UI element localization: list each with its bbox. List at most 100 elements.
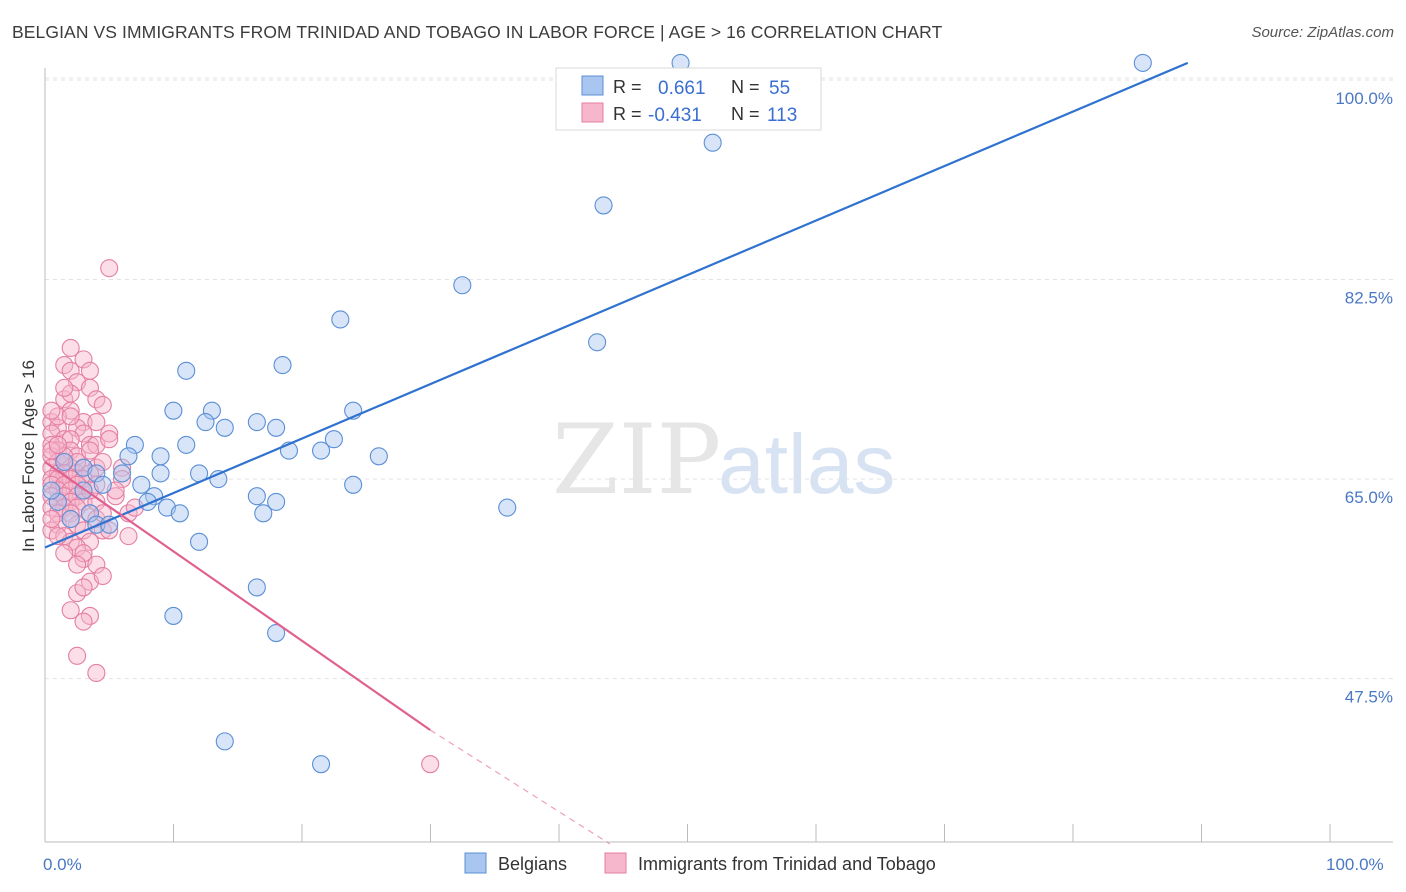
- y-tick-labels: 100.0% 82.5% 65.0% 47.5%: [1335, 89, 1393, 707]
- belgian-point-18: [125, 435, 144, 454]
- belgian-point-9: [202, 401, 221, 420]
- belgian-point-50: [164, 606, 183, 625]
- trinidad-point-91: [93, 452, 112, 472]
- legend-r-label-trinidad: R =: [613, 104, 642, 124]
- trinidad-point-54: [106, 487, 125, 506]
- trinidad-point-90: [100, 430, 119, 449]
- belgian-point-47: [498, 498, 517, 517]
- trinidad-trend-line: [44, 461, 431, 731]
- series-legend-swatch-belgians: [464, 852, 487, 874]
- trinidad-point-85: [87, 663, 106, 683]
- y-tick-label-3: 47.5%: [1345, 688, 1393, 707]
- belgian-point-54: [42, 481, 61, 500]
- trend-lines: [44, 61, 1189, 845]
- belgian-point-51: [267, 623, 286, 643]
- belgian-point-38: [48, 492, 67, 511]
- trinidad-point-103: [68, 555, 87, 574]
- belgian-point-5: [331, 310, 350, 329]
- trinidad-point-1: [61, 338, 80, 358]
- belgian-point-53: [312, 755, 331, 774]
- chart-title: BELGIAN VS IMMIGRANTS FROM TRINIDAD AND …: [12, 22, 943, 42]
- source-label: Source: ZipAtlas.com: [1251, 24, 1394, 41]
- x-tick-label-left: 0.0%: [43, 855, 82, 874]
- belgian-point-52: [215, 732, 234, 751]
- belgian-trend-line: [44, 61, 1189, 549]
- legend-swatch-belgians: [581, 75, 604, 96]
- belgian-point-13: [215, 418, 234, 437]
- legend-r-value-trinidad: -0.431: [648, 105, 702, 126]
- trinidad-point-74: [55, 544, 74, 563]
- trinidad-point-22: [80, 435, 99, 454]
- correlation-legend: R = 0.661 N = 55 R = -0.431 N = 113: [555, 67, 822, 131]
- trinidad-point-83: [74, 612, 93, 631]
- belgian-point-40: [254, 504, 273, 523]
- belgian-point-36: [247, 487, 266, 506]
- x-tick-label-right: 100.0%: [1326, 855, 1384, 874]
- y-tick-label-2: 65.0%: [1345, 488, 1393, 507]
- belgian-point-19: [119, 447, 138, 466]
- trinidad-point-96: [421, 755, 440, 774]
- belgian-point-17: [177, 435, 196, 454]
- trinidad-point-112: [61, 407, 80, 426]
- y-tick-label-0: 100.0%: [1335, 89, 1393, 108]
- series-legend-label-trinidad: Immigrants from Trinidad and Tobago: [638, 854, 936, 874]
- grid-lines: [45, 77, 1393, 680]
- legend-r-label-belgians: R =: [613, 77, 642, 97]
- trinidad-point-80: [74, 578, 93, 597]
- trinidad-point-84: [68, 646, 87, 665]
- belgian-point-23: [369, 447, 388, 466]
- belgian-point-6: [588, 333, 607, 352]
- legend-n-value-trinidad: 113: [767, 105, 797, 126]
- belgian-point-11: [196, 413, 215, 432]
- legend-n-label-belgians: N =: [731, 77, 760, 97]
- belgian-point-33: [132, 475, 151, 494]
- trinidad-point-0: [100, 259, 119, 278]
- legend-n-label-trinidad: N =: [731, 104, 760, 124]
- trinidad-point-93: [80, 441, 99, 460]
- belgian-point-34: [344, 475, 363, 494]
- belgian-point-1: [1133, 53, 1152, 72]
- belgian-point-4: [453, 276, 472, 295]
- legend-n-value-belgians: 55: [769, 78, 790, 99]
- belgian-point-24: [55, 452, 74, 472]
- belgian-point-41: [80, 504, 99, 523]
- belgian-point-43: [170, 504, 189, 523]
- belgian-point-10: [164, 401, 183, 420]
- trinidad-point-102: [74, 544, 93, 563]
- trinidad-point-2: [74, 350, 93, 369]
- y-axis-title: In Labor Force | Age > 16: [19, 360, 38, 552]
- trinidad-point-100: [42, 509, 61, 529]
- series-legend-swatch-trinidad: [604, 852, 627, 874]
- belgian-point-26: [87, 464, 106, 483]
- trinidad-point-62: [61, 504, 80, 523]
- trinidad-point-7: [80, 378, 99, 397]
- trinidad-point-95: [55, 378, 74, 397]
- belgian-point-32: [93, 475, 112, 494]
- belgian-point-27: [112, 464, 132, 483]
- watermark-atlas: atlas: [718, 417, 895, 511]
- belgian-point-49: [247, 578, 266, 597]
- trinidad-point-4: [61, 361, 80, 380]
- belgian-point-3: [594, 196, 613, 215]
- belgian-point-20: [151, 447, 170, 466]
- belgian-point-2: [703, 133, 722, 152]
- trinidad-point-97: [87, 492, 106, 511]
- belgian-point-16: [324, 430, 343, 449]
- trinidad-point-110: [48, 435, 67, 454]
- belgian-points: [42, 53, 1152, 774]
- belgian-point-22: [312, 441, 331, 460]
- series-legend: Belgians Immigrants from Trinidad and To…: [464, 852, 936, 874]
- belgian-point-28: [151, 464, 170, 483]
- legend-r-value-belgians: 0.661: [658, 78, 706, 99]
- y-tick-label-1: 82.5%: [1345, 289, 1393, 308]
- trinidad-point-13: [87, 413, 106, 432]
- series-legend-label-belgians: Belgians: [498, 854, 567, 874]
- trinidad-point-111: [119, 527, 138, 546]
- belgian-point-8: [177, 361, 196, 380]
- legend-swatch-trinidad: [581, 102, 604, 123]
- belgian-point-39: [267, 492, 286, 511]
- watermark-zip: ZIP: [552, 404, 721, 516]
- trinidad-point-78: [93, 566, 112, 586]
- trinidad-point-21: [100, 424, 119, 443]
